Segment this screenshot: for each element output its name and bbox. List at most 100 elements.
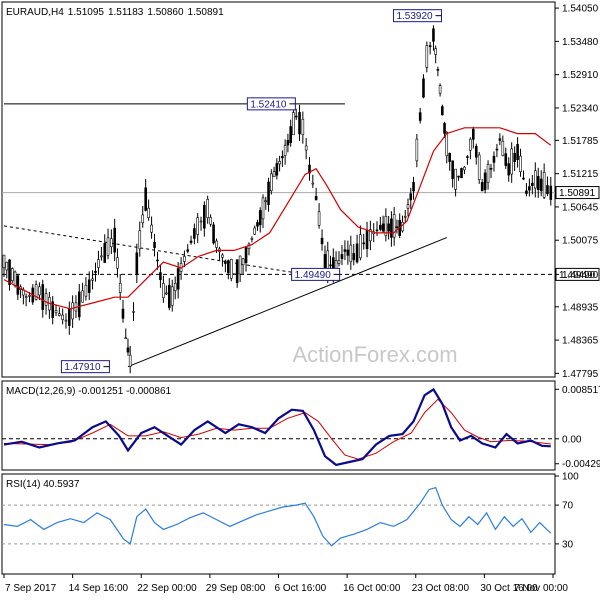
candle-body (486, 164, 490, 183)
candle-body (501, 140, 505, 156)
candle-body (126, 347, 130, 353)
candle-body (425, 45, 429, 68)
rsi-series (2, 486, 555, 547)
candle-body (138, 230, 142, 250)
candle-body (362, 242, 366, 245)
candle-body (343, 249, 347, 252)
candle-body (235, 259, 239, 284)
candle-body (100, 255, 103, 258)
candle-body (28, 295, 31, 297)
candle-body (258, 210, 262, 226)
candle-body (422, 78, 425, 98)
rsi-tick-label: 30 (562, 539, 574, 550)
price-annotations: 1.53920 1.52410 1.49490 1.47910 (60, 9, 442, 374)
candle-body (292, 112, 295, 136)
rsi-line (3, 486, 552, 547)
candle-body (409, 193, 413, 201)
candle-body (369, 229, 372, 242)
candle-body (466, 156, 469, 158)
rsi-panel-frame (1, 473, 556, 575)
candle-body (209, 217, 212, 225)
candle-body (203, 204, 206, 229)
candle-body (13, 271, 17, 287)
candle-body (275, 163, 279, 176)
candle-body (510, 148, 513, 175)
candle-body (546, 185, 549, 194)
candle-body (68, 308, 71, 326)
candle-body (106, 237, 110, 256)
candle-body (58, 313, 61, 316)
price-tick-label: 1.48935 (562, 302, 599, 313)
ohlc-close: 1.50891 (188, 7, 225, 18)
price-tick-label: 1.52910 (562, 70, 599, 81)
candle-body (121, 308, 125, 319)
candle-body (352, 253, 356, 261)
candle-body (460, 168, 463, 179)
candle-body (415, 138, 419, 162)
candle-body (381, 223, 385, 232)
candle-body (340, 254, 344, 259)
candle-body (87, 279, 91, 293)
candle-body (264, 200, 268, 203)
candle-body (286, 140, 290, 146)
candle-body (118, 283, 122, 293)
candle-body (110, 238, 113, 248)
price-axis: 1.54050 1.53480 1.52910 1.52340 1.51785 1.512… (555, 4, 599, 380)
candle-body (504, 153, 508, 166)
candle-body (525, 190, 528, 194)
rising-support-line (127, 237, 447, 368)
candle-body (314, 195, 318, 201)
candle-body (141, 214, 145, 224)
price-tick-label: 1.51215 (562, 169, 599, 180)
rsi-tick-label: 100 (562, 472, 579, 483)
candle-body (395, 226, 399, 229)
candle-body (454, 168, 457, 190)
price-tick-label: 1.50645 (562, 202, 599, 213)
candle-body (480, 182, 484, 192)
candle-body (401, 221, 404, 232)
macd-series (2, 387, 555, 467)
candle-body (443, 123, 446, 134)
price-tick-label: 1.49490 (562, 270, 599, 281)
rsi-axis: 100 70 30 (555, 472, 579, 550)
candle-body (355, 243, 359, 263)
time-tick-label: 7 Nov 00:00 (514, 583, 568, 594)
moving-average (3, 127, 552, 310)
candle-body (317, 211, 321, 226)
candle-body (542, 172, 546, 198)
candle-body (170, 286, 174, 306)
candle-body (365, 230, 369, 250)
ohlc-low: 1.50860 (147, 7, 184, 18)
candle-body (165, 292, 168, 295)
candle-body (549, 185, 553, 200)
candle-body (215, 240, 218, 248)
macd-tick-label: 0.00 (562, 434, 582, 445)
candle-body (250, 238, 254, 240)
candle-body (418, 112, 422, 121)
level-label: 1.49490 (559, 270, 596, 281)
candle-body (451, 160, 454, 179)
price-tick-label: 1.47795 (562, 369, 599, 380)
macd-line (3, 387, 551, 467)
candle-body (244, 247, 248, 264)
candle-body (531, 182, 534, 186)
ma-line (3, 127, 552, 310)
candle-body (463, 166, 466, 171)
candle-body (379, 224, 382, 230)
candle-body (528, 186, 531, 191)
candle-body (438, 85, 442, 94)
candle-body (229, 258, 233, 279)
candle-body (132, 311, 135, 313)
candle-body (432, 28, 435, 42)
candle-body (167, 285, 171, 308)
price-annotation-box (246, 97, 296, 111)
candle-body (513, 152, 516, 162)
macd-tick-label: -0.004296 (562, 459, 600, 470)
candle-body (199, 220, 203, 223)
candle-body (428, 45, 432, 47)
candle-body (256, 222, 259, 227)
candle-body (304, 145, 308, 151)
candle-body (441, 106, 444, 116)
candle-body (135, 252, 139, 275)
candle-body (278, 161, 281, 165)
